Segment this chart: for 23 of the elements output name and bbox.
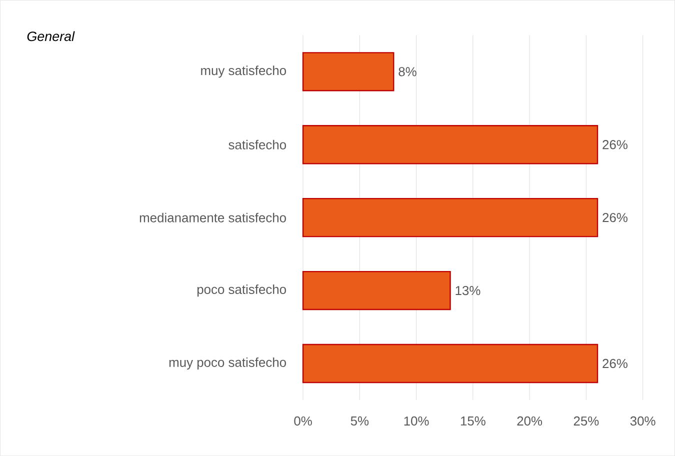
data-label: 26% <box>602 358 628 368</box>
text: General <box>27 31 75 42</box>
bar <box>302 52 394 92</box>
y-tick-label: medianamente satisfecho <box>140 212 286 222</box>
data-label: 26% <box>602 140 628 150</box>
bar <box>302 270 451 310</box>
x-tick-label: 20% <box>517 416 542 426</box>
y-tick-label: muy satisfecho <box>201 66 286 78</box>
y-tick-label: poco satisfecho <box>197 284 286 296</box>
bar <box>302 124 598 164</box>
bar <box>302 198 598 238</box>
x-tick-label: 0% <box>294 416 312 426</box>
y-tick-label: satisfecho <box>228 140 286 150</box>
x-tick-label: 30% <box>630 416 656 426</box>
x-tick-label: 5% <box>350 416 369 426</box>
x-tick-label: 15% <box>460 416 486 426</box>
x-tick-label: 25% <box>574 416 599 426</box>
data-label: 13% <box>456 286 480 296</box>
data-label: 26% <box>602 212 628 222</box>
bar <box>302 344 598 384</box>
x-tick-label: 10% <box>404 416 429 426</box>
y-tick-label: muy poco satisfecho <box>169 357 286 370</box>
data-label: 8% <box>398 67 416 76</box>
